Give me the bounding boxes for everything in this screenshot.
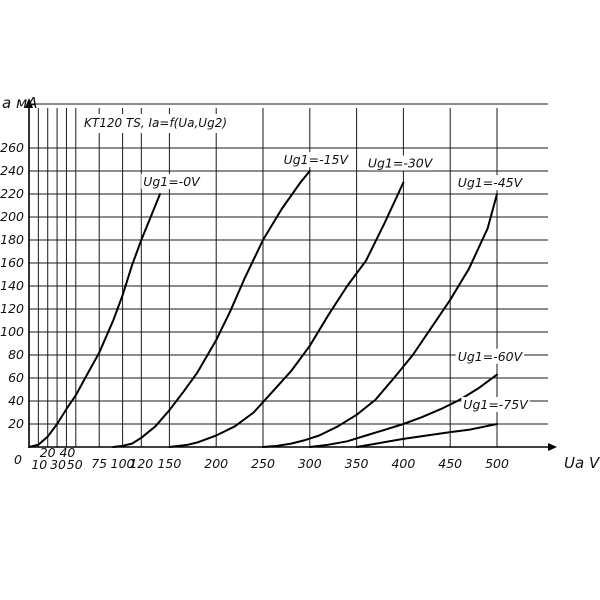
title-background [80, 114, 228, 133]
curve-label-background [455, 175, 525, 191]
x-tick-label: 30 [50, 457, 66, 472]
curve-2 [112, 170, 311, 448]
curve-label-background [141, 173, 202, 189]
y-tick-label: 140 [0, 278, 24, 293]
curve-label-5: Ug1=-60V [458, 349, 524, 364]
curve-3 [168, 181, 405, 448]
x-tick-label: 150 [157, 456, 181, 471]
curve-label-3: Ug1=-30V [368, 156, 434, 171]
origin-label: 0 [14, 452, 22, 467]
x-tick-label: 450 [438, 456, 462, 471]
y-tick-label: 240 [0, 163, 24, 178]
y-tick-label: 220 [0, 186, 24, 201]
curve-1 [28, 193, 161, 448]
y-tick-label: 260 [0, 140, 24, 155]
x-tick-label: 350 [345, 456, 369, 471]
x-tick-label: 75 [91, 456, 107, 471]
x-tick-label: 500 [485, 456, 509, 471]
x-tick-label: 100 [111, 456, 135, 471]
curve-5 [308, 373, 498, 448]
y-tick-label: 60 [8, 370, 24, 385]
x-tick-label: 300 [298, 456, 322, 471]
curve-label-4: Ug1=-45V [458, 175, 524, 190]
y-axis-title: a мА [2, 94, 38, 112]
curve-label-1: Ug1=-0V [143, 174, 201, 189]
x-tick-label: 250 [251, 456, 275, 471]
y-tick-label: 120 [0, 301, 24, 316]
curve-label-background [455, 348, 525, 364]
x-tick-label: 120 [129, 456, 153, 471]
x-tick-label: 40 [59, 445, 75, 460]
curve-4 [262, 193, 498, 448]
plate-curves [28, 170, 498, 448]
y-tick-label: 200 [0, 209, 24, 224]
y-tick-label: 100 [0, 324, 24, 339]
chart-title: KT120 TS, Ia=f(Ua,Ug2) [84, 116, 227, 130]
y-tick-labels: 20 40 60 80 100 120 140 160 180 200 220 240 260 [0, 140, 24, 431]
x-tick-label: 10 [31, 457, 47, 472]
x-tick-label: 50 [67, 457, 83, 472]
curve-6 [355, 423, 498, 448]
y-tick-label: 80 [8, 347, 24, 362]
x-axis-title: Ua V [564, 454, 600, 472]
x-axis-arrow [548, 443, 557, 451]
curve-label-background [281, 152, 351, 168]
x-tick-label: 20 [40, 445, 56, 460]
y-tick-label: 20 [8, 416, 24, 431]
y-tick-label: 160 [0, 255, 24, 270]
x-tick-label: 200 [204, 456, 228, 471]
horizontal-grid [29, 103, 548, 425]
curve-label-background [461, 397, 530, 413]
curve-label-background [365, 155, 435, 171]
curve-labels: Ug1=-0V Ug1=-15V Ug1=-30V Ug1=-45V Ug1=-60V U… [141, 152, 530, 413]
y-axis-arrow [25, 98, 33, 108]
y-tick-label: 40 [8, 393, 24, 408]
y-tick-label: 180 [0, 232, 24, 247]
curve-label-6: Ug1=-75V [463, 397, 529, 412]
x-tick-label: 400 [391, 456, 415, 471]
curve-label-2: Ug1=-15V [284, 152, 350, 167]
